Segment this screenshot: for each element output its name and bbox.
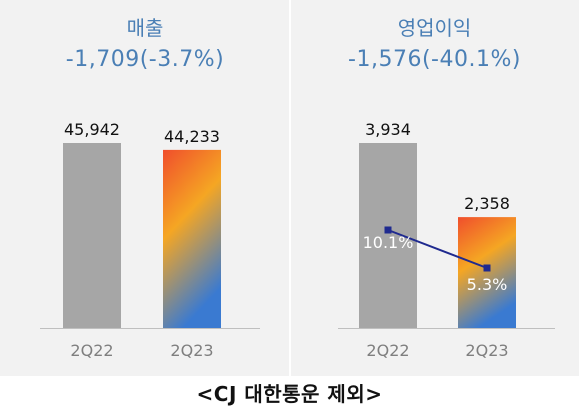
revenue-tick-label-2Q22: 2Q22 (70, 341, 113, 360)
operating-margin-marker-2Q22 (384, 226, 392, 234)
left-panel-background (0, 0, 290, 376)
panel-divider (289, 0, 291, 376)
operating-profit-chart-change: -1,576(-40.1%) (348, 47, 521, 72)
operating-margin-label-2Q22: 10.1% (363, 233, 414, 252)
operating-profit-tick-label-2Q22: 2Q22 (366, 341, 409, 360)
operating-profit-bar-2Q22 (359, 143, 417, 328)
revenue-value-label-2Q22: 45,942 (64, 120, 120, 139)
revenue-chart-change: -1,709(-3.7%) (65, 47, 225, 72)
revenue-value-label-2Q23: 44,233 (164, 127, 220, 146)
charts-svg: 45,942 2Q22 44,233 2Q23 3,934 2Q22 2,358 2Q23 10… (40, 120, 555, 360)
revenue-chart-title: 매출 (126, 16, 164, 40)
operating-margin-line (387, 229, 488, 269)
revenue-bar-2Q22 (63, 143, 121, 328)
operating-profit-tick-label-2Q23: 2Q23 (465, 341, 508, 360)
operating-profit-chart-title: 영업이익 (397, 16, 472, 40)
operating-margin-marker-2Q23 (483, 264, 491, 272)
footnote-excluding-cj-logistics: <CJ 대한통운 제외> (196, 382, 383, 406)
revenue-tick-label-2Q23: 2Q23 (170, 341, 213, 360)
operating-profit-value-label-2Q23: 2,358 (464, 194, 510, 213)
operating-profit-value-label-2Q22: 3,934 (365, 120, 411, 139)
operating-profit-bar-2Q23 (458, 217, 516, 328)
revenue-bar-2Q23 (163, 149, 221, 328)
operating-margin-label-2Q23: 5.3% (467, 275, 508, 294)
right-panel-background (290, 0, 579, 376)
